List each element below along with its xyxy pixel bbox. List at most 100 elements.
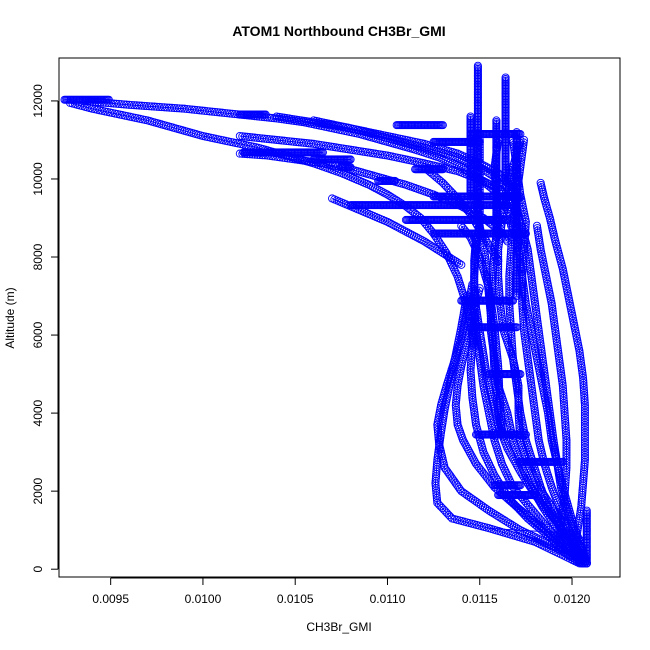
data-point xyxy=(390,176,399,185)
data-point xyxy=(489,509,498,518)
y-tick-label: 6000 xyxy=(31,321,45,348)
data-point xyxy=(472,459,481,468)
y-tick-label: 12000 xyxy=(31,84,45,118)
data-point xyxy=(104,95,113,104)
data-point xyxy=(119,100,129,109)
data-point xyxy=(487,507,496,517)
data-point xyxy=(524,250,533,259)
data-point xyxy=(434,246,443,255)
data-point xyxy=(440,250,449,259)
data-point xyxy=(426,241,435,250)
x-tick-label: 0.0120 xyxy=(554,592,591,606)
data-point xyxy=(371,184,380,193)
data-point xyxy=(516,370,525,379)
data-point xyxy=(508,452,517,461)
data-point xyxy=(479,176,488,185)
data-point xyxy=(497,514,506,523)
data-point xyxy=(548,302,557,311)
data-point xyxy=(491,510,500,519)
data-point xyxy=(518,471,528,480)
data-point xyxy=(495,513,504,522)
data-point xyxy=(422,238,431,247)
data-point xyxy=(503,518,512,527)
data-point xyxy=(112,99,121,108)
data-point xyxy=(505,448,514,457)
series-line xyxy=(536,225,567,550)
plot-frame xyxy=(58,57,621,578)
data-point xyxy=(401,227,410,236)
data-point xyxy=(507,520,517,530)
data-point xyxy=(536,178,545,187)
data-point xyxy=(301,156,310,165)
data-point xyxy=(399,226,408,235)
data-point xyxy=(492,116,501,125)
data-point xyxy=(410,231,419,241)
data-point xyxy=(435,238,444,247)
data-point xyxy=(466,112,475,121)
data-point xyxy=(558,457,567,466)
data-point xyxy=(444,252,454,262)
data-point xyxy=(455,259,464,268)
data-point xyxy=(516,192,525,201)
data-point xyxy=(524,247,533,256)
data-point xyxy=(405,229,415,238)
data-point xyxy=(470,457,479,466)
chart-title: ATOM1 Northbound CH3Br_GMI xyxy=(232,23,445,39)
data-point xyxy=(503,237,512,246)
data-point xyxy=(515,465,524,474)
series-line xyxy=(424,166,499,262)
data-point xyxy=(466,449,475,458)
data-point xyxy=(438,165,447,174)
data-point xyxy=(373,185,382,194)
data-point xyxy=(507,184,516,193)
data-point xyxy=(582,506,591,515)
data-point xyxy=(487,245,496,254)
data-point xyxy=(451,256,460,265)
data-point xyxy=(395,224,404,233)
data-point xyxy=(544,411,553,420)
data-point xyxy=(381,189,390,198)
x-axis: 0.0095 0.0100 0.0105 0.0110 0.0115 0.0120 xyxy=(92,577,591,606)
y-tick-label: 4000 xyxy=(31,399,45,426)
data-point xyxy=(346,163,355,172)
data-point xyxy=(375,186,384,195)
data-point xyxy=(393,223,402,232)
data-point xyxy=(483,239,492,248)
y-tick-label: 0 xyxy=(31,566,45,573)
data-point xyxy=(418,236,427,245)
data-point xyxy=(462,442,471,451)
data-point xyxy=(463,444,472,453)
data-point xyxy=(414,234,423,243)
data-point xyxy=(442,251,451,260)
data-point xyxy=(575,349,584,358)
x-tick-label: 0.0115 xyxy=(462,592,498,606)
data-point xyxy=(492,254,501,263)
data-point xyxy=(403,228,413,237)
data-point xyxy=(377,187,386,196)
y-tick-label: 10000 xyxy=(31,162,45,196)
data-point xyxy=(391,222,400,231)
data-point xyxy=(461,440,470,449)
data-point xyxy=(523,478,532,487)
data-point xyxy=(482,167,491,176)
data-point xyxy=(379,188,388,197)
data-point xyxy=(369,182,378,192)
data-point xyxy=(473,461,482,470)
data-point xyxy=(516,467,525,476)
data-point xyxy=(493,511,502,520)
data-point xyxy=(457,260,466,269)
data-point xyxy=(298,156,307,165)
series-line xyxy=(488,527,587,539)
data-point xyxy=(521,430,530,439)
data-point xyxy=(464,447,474,456)
data-point xyxy=(408,230,417,239)
x-axis-label: CH3Br_GMI xyxy=(306,620,371,634)
data-point xyxy=(517,469,526,478)
data-point xyxy=(509,454,518,463)
data-point xyxy=(508,296,518,305)
data-point xyxy=(514,524,523,533)
data-point xyxy=(484,241,494,250)
data-point xyxy=(531,490,540,500)
data-point xyxy=(504,446,513,455)
